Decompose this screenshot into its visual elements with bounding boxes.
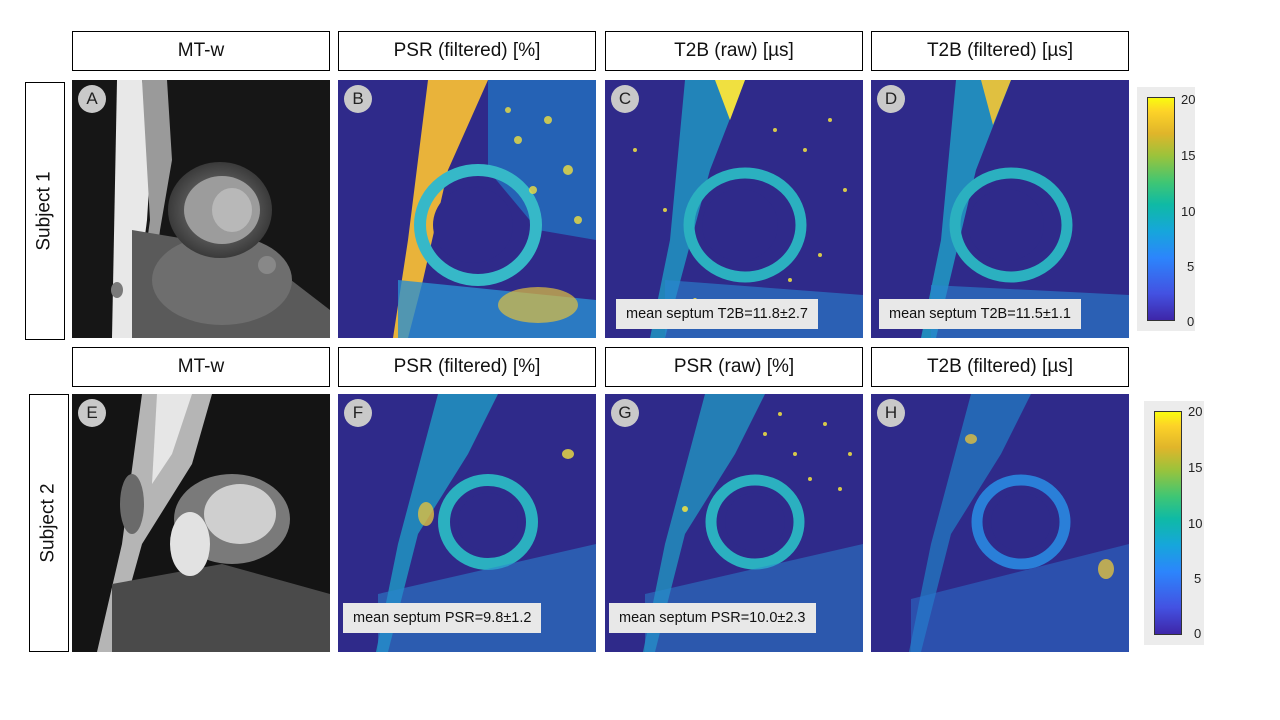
colorbar-tick: 5: [1187, 259, 1195, 274]
colorbar-gradient: [1147, 97, 1175, 321]
panel-e-mtw-image: E: [72, 394, 330, 652]
column-header-t2b-filtered: T2B (filtered) [µs]: [871, 31, 1129, 71]
panel-letter-badge: C: [611, 85, 639, 113]
panel-letter-badge: D: [877, 85, 905, 113]
panel-a-mtw-image: A: [72, 80, 330, 338]
colorbar-tick: 15: [1181, 148, 1196, 163]
column-header-t2b-raw: T2B (raw) [µs]: [605, 31, 863, 71]
grayscale-heart-image: [72, 394, 330, 652]
grayscale-heart-image: [72, 80, 330, 338]
colorbar-gradient: [1154, 411, 1182, 635]
colorbar-tick: 15: [1188, 460, 1203, 475]
panel-f-psr-filtered-map: F mean septum PSR=9.8±1.2: [338, 394, 596, 652]
colorbar-tick: 5: [1194, 571, 1202, 586]
panel-letter-badge: B: [344, 85, 372, 113]
colorbar-subject-2: 20 15 10 5 0: [1144, 401, 1204, 645]
parametric-map-image: [871, 80, 1129, 338]
colorbar-tick: 0: [1187, 314, 1195, 329]
column-header-psr-raw: PSR (raw) [%]: [605, 347, 863, 387]
mean-septum-annotation: mean septum T2B=11.5±1.1: [879, 299, 1081, 329]
parametric-map-image: [338, 80, 596, 338]
mean-septum-annotation: mean septum T2B=11.8±2.7: [616, 299, 818, 329]
parametric-map-image: [871, 394, 1129, 652]
mean-septum-annotation: mean septum PSR=9.8±1.2: [343, 603, 542, 633]
colorbar-tick: 20: [1188, 404, 1203, 419]
colorbar-subject-1: 20 15 10 5 0: [1137, 87, 1195, 331]
panel-letter-badge: E: [78, 399, 106, 427]
panel-b-psr-filtered-map: B: [338, 80, 596, 338]
panel-c-t2b-raw-map: C mean septum T2B=11.8±2.7: [605, 80, 863, 338]
column-header-psr-filtered: PSR (filtered) [%]: [338, 347, 596, 387]
row-label-text: Subject 2: [38, 483, 60, 563]
row-label-subject-1: Subject 1: [25, 82, 65, 340]
column-header-psr-filtered: PSR (filtered) [%]: [338, 31, 596, 71]
colorbar-tick: 10: [1181, 204, 1196, 219]
panel-letter-badge: A: [78, 85, 106, 113]
mean-septum-annotation: mean septum PSR=10.0±2.3: [609, 603, 816, 633]
colorbar-tick: 20: [1181, 92, 1196, 107]
colorbar-tick: 10: [1188, 516, 1203, 531]
panel-letter-badge: F: [344, 399, 372, 427]
panel-letter-badge: G: [611, 399, 639, 427]
panel-g-psr-raw-map: G mean septum PSR=10.0±2.3: [605, 394, 863, 652]
colorbar-tick: 0: [1194, 626, 1202, 641]
column-header-t2b-filtered: T2B (filtered) [µs]: [871, 347, 1129, 387]
panel-letter-badge: H: [877, 399, 905, 427]
row-label-text: Subject 1: [34, 171, 56, 251]
panel-d-t2b-filtered-map: D mean septum T2B=11.5±1.1: [871, 80, 1129, 338]
column-header-mtw: MT-w: [72, 347, 330, 387]
column-header-mtw: MT-w: [72, 31, 330, 71]
row-label-subject-2: Subject 2: [29, 394, 69, 652]
panel-h-t2b-filtered-map: H: [871, 394, 1129, 652]
